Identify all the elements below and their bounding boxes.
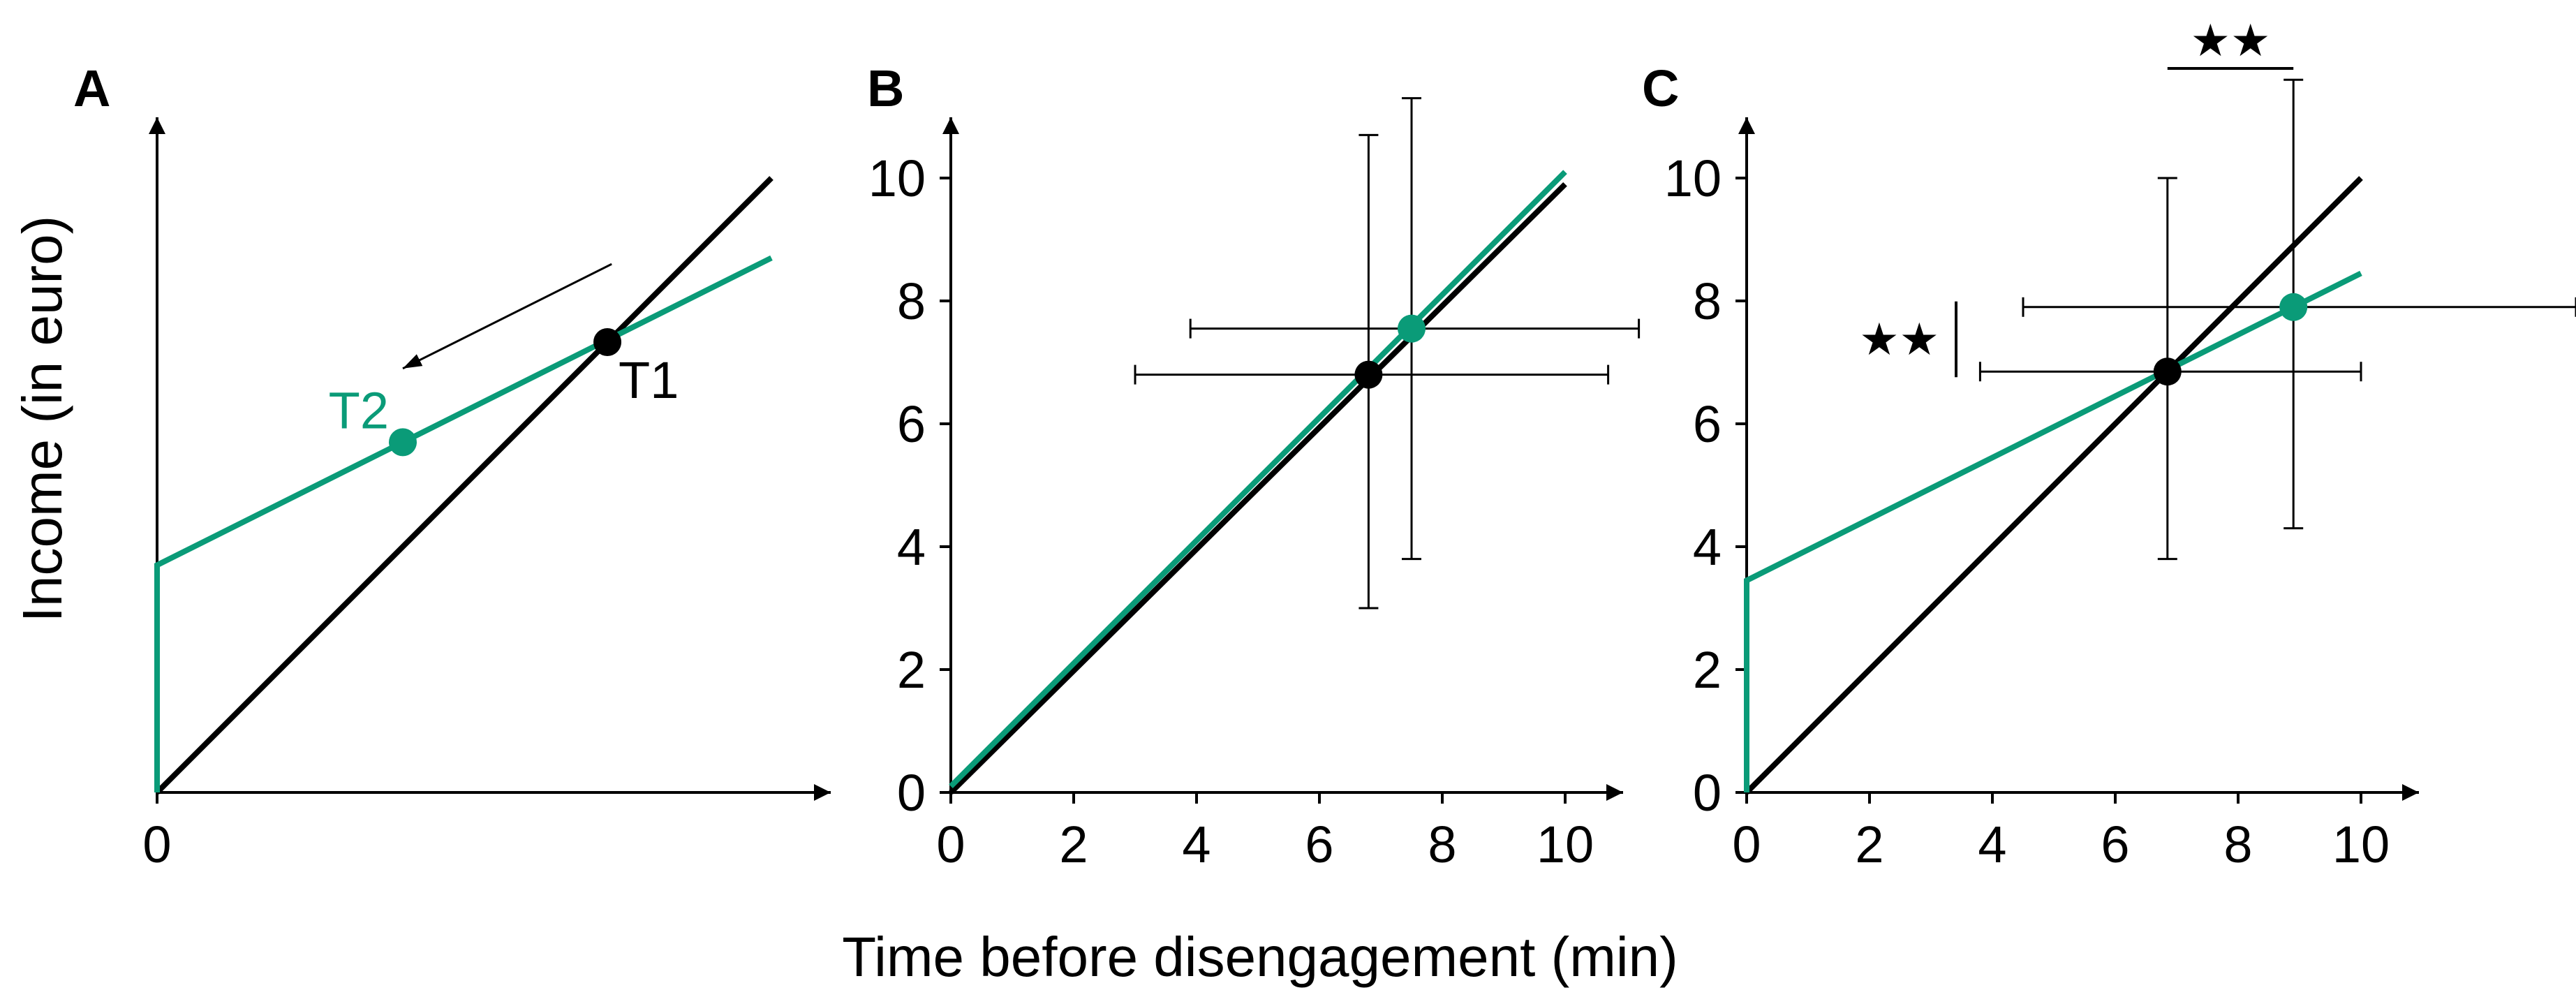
panel-b-x-tick-label: 8: [1428, 815, 1456, 873]
panel-b-y-tick-label: 4: [897, 518, 926, 576]
panel-b-y-tick-label: 8: [897, 272, 926, 330]
panel-c: C 0 2 4 6 8 10 0 2 4 6 8 10 ★★ ★★: [1642, 15, 2576, 873]
panel-a-data-point: [389, 428, 417, 457]
panel-b-reference-line: [949, 182, 1567, 795]
panel-a-point-label-t1: T1: [619, 351, 679, 409]
panels: A 0 T1 T2 B 0 2 4 6 8 10 0 2 4 6 8 10 C 0 2 4 6 8 10 0 2 4 6 8 10 ★★ ★★: [73, 15, 2576, 873]
panel-c-data-point: [2279, 293, 2308, 321]
panel-c-x-tick-label: 6: [2101, 815, 2129, 873]
panel-b-y-tick-label: 2: [897, 641, 926, 699]
panel-c-y-tick-label: 10: [1664, 149, 1722, 207]
panel-b-y-tick-label: 0: [897, 764, 926, 822]
panel-c-letter: C: [1642, 59, 1679, 117]
panel-c-reference-line: [1745, 176, 2363, 795]
panel-c-data-point: [2153, 357, 2182, 386]
panel-b: B 0 2 4 6 8 10 0 2 4 6 8 10: [867, 59, 1641, 873]
panel-b-letter: B: [867, 59, 904, 117]
panel-b-x-tick-label: 2: [1059, 815, 1088, 873]
panel-a-point-label-t2: T2: [329, 381, 389, 439]
panel-c-significance-stars-x: ★★: [2191, 15, 2271, 66]
panel-b-data-point: [1398, 314, 1426, 343]
panel-a-x-tick-label: 0: [142, 815, 171, 873]
panel-c-series-line: [1744, 270, 2362, 792]
panel-a-series-line: [154, 255, 773, 792]
panel-a-data-point: [593, 327, 622, 356]
panel-c-y-tick-label: 0: [1693, 764, 1722, 822]
panel-a-letter: A: [73, 59, 110, 117]
panel-b-data-point: [1354, 360, 1383, 389]
panel-c-x-tick-label: 4: [1978, 815, 2006, 873]
panel-b-y-tick-label: 6: [897, 395, 926, 453]
panel-c-y-tick-label: 2: [1693, 641, 1722, 699]
panel-b-y-tick-label: 10: [868, 149, 926, 207]
panel-a-direction-arrow: [402, 263, 612, 370]
panel-b-x-tick-label: 6: [1305, 815, 1333, 873]
panel-c-y-tick-label: 6: [1693, 395, 1722, 453]
panel-c-x-tick-label: 0: [1732, 815, 1761, 873]
panel-b-series-line: [949, 170, 1567, 789]
panel-b-x-tick-label: 0: [936, 815, 965, 873]
panel-c-x-tick-label: 10: [2332, 815, 2390, 873]
x-axis-title: Time before disengagement (min): [842, 926, 1678, 988]
panel-c-x-tick-label: 2: [1855, 815, 1883, 873]
y-axis-title: Income (in euro): [11, 216, 73, 622]
panel-c-y-tick-label: 4: [1693, 518, 1722, 576]
panel-c-y-tick-label: 8: [1693, 272, 1722, 330]
panel-c-x-tick-label: 8: [2223, 815, 2252, 873]
panel-b-x-tick-label: 10: [1537, 815, 1594, 873]
panel-b-x-tick-label: 4: [1182, 815, 1211, 873]
panel-a: A 0 T1 T2: [73, 59, 831, 873]
panel-a-reference-line: [155, 176, 773, 795]
panel-c-significance-stars-y: ★★: [1859, 314, 1939, 364]
